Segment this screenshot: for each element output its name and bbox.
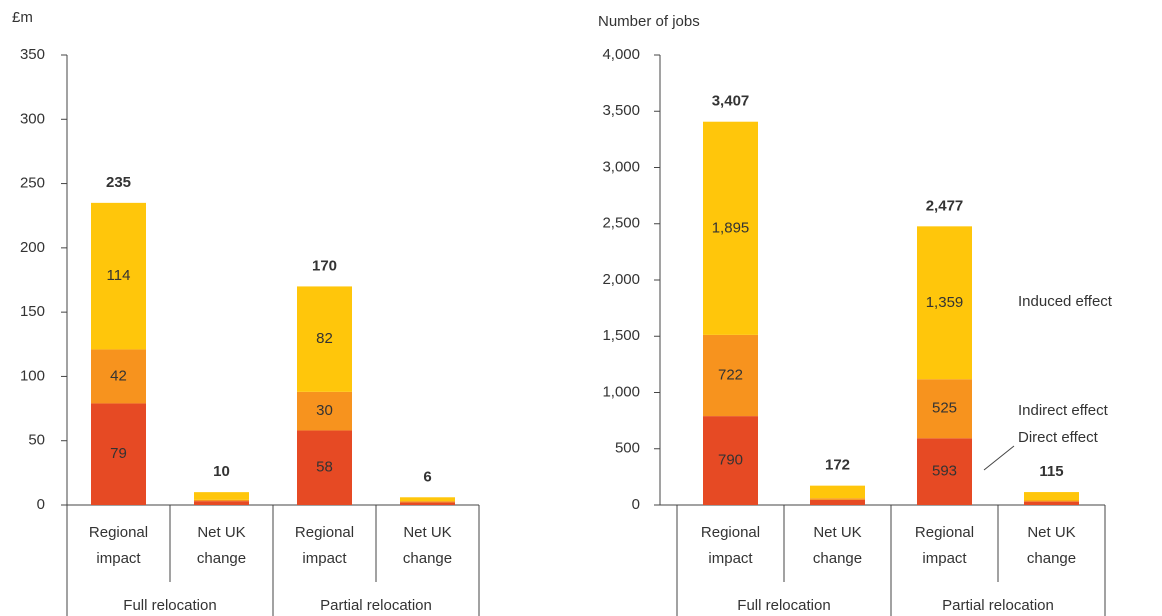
y-axis-label: Number of jobs	[598, 13, 700, 30]
leader-line	[983, 445, 1015, 471]
x-tick-label: Regional impact	[700, 524, 761, 567]
x-tick-label: Regional impact	[294, 524, 355, 567]
total-label: 10	[213, 463, 230, 480]
value-label: 30	[316, 402, 333, 419]
x-tick-label: Net UK change	[196, 524, 247, 567]
y-tick-label: 0	[632, 496, 640, 513]
value-label: 790	[718, 452, 743, 469]
x-tick-label: Regional impact	[88, 524, 149, 567]
value-label: 82	[316, 330, 333, 347]
y-tick-label: 100	[20, 367, 45, 384]
value-label: 58	[316, 459, 333, 476]
bar-segment	[703, 416, 758, 505]
bar-segment	[703, 334, 758, 417]
value-label: 525	[932, 400, 957, 417]
legend-label: Direct effect	[1018, 429, 1099, 446]
bar-segment	[917, 226, 972, 380]
value-label: 79	[110, 445, 127, 462]
value-label: 722	[718, 366, 743, 383]
value-label: 1,895	[712, 219, 750, 236]
x-tick-label: Net UK change	[812, 524, 863, 567]
value-label: 114	[107, 267, 131, 284]
legend-label: Induced effect	[1018, 293, 1113, 310]
value-label: 42	[110, 367, 127, 384]
y-tick-label: 150	[20, 303, 45, 320]
total-label: 3,407	[712, 93, 750, 110]
group-label: Full relocation	[123, 597, 217, 614]
bar-segment	[400, 502, 455, 505]
total-label: 2,477	[926, 197, 964, 214]
bar-segment	[1024, 501, 1079, 505]
group-label: Partial relocation	[320, 597, 432, 614]
y-tick-label: 300	[20, 110, 45, 127]
bar-segment	[917, 379, 972, 439]
bar-segment	[91, 349, 146, 404]
value-label: 1,359	[926, 294, 964, 311]
bar-segment	[703, 121, 758, 335]
x-tick-label: Net UK change	[1026, 524, 1077, 567]
y-tick-label: 4,000	[602, 46, 640, 63]
y-tick-label: 50	[28, 432, 45, 449]
y-tick-label: 3,500	[602, 102, 640, 119]
bar-segment	[297, 430, 352, 505]
bar-segment	[810, 498, 865, 500]
value-label: 593	[932, 463, 957, 480]
y-tick-label: 2,500	[602, 215, 640, 232]
bar-segment	[1024, 492, 1079, 501]
bar-segment	[810, 499, 865, 505]
bar-segment	[297, 391, 352, 431]
bar-segment	[194, 492, 249, 500]
y-tick-label: 250	[20, 175, 45, 192]
y-tick-label: 500	[615, 440, 640, 457]
group-label: Partial relocation	[942, 597, 1054, 614]
y-tick-label: 1,000	[602, 383, 640, 400]
total-label: 6	[423, 468, 431, 485]
y-tick-label: 1,500	[602, 327, 640, 344]
y-tick-label: 0	[37, 496, 45, 513]
bar-segment	[91, 403, 146, 505]
total-label: 170	[312, 257, 337, 274]
bar-segment	[400, 497, 455, 502]
bar-segment	[1024, 500, 1079, 502]
x-tick-label: Regional impact	[914, 524, 975, 567]
bar-segment	[810, 485, 865, 499]
y-tick-label: 2,000	[602, 271, 640, 288]
y-tick-label: 200	[20, 239, 45, 256]
y-tick-label: 3,000	[602, 158, 640, 175]
x-tick-label: Net UK change	[402, 524, 453, 567]
total-label: 115	[1039, 463, 1063, 480]
bar-segment	[91, 202, 146, 350]
total-label: 172	[825, 457, 850, 474]
bar-segment	[917, 438, 972, 505]
y-tick-label: 350	[20, 46, 45, 63]
total-label: 235	[106, 174, 131, 191]
bar-segment	[194, 501, 249, 505]
legend-label: Indirect effect	[1018, 402, 1109, 419]
bar-segment	[400, 501, 455, 503]
bar-segment	[297, 286, 352, 392]
group-label: Full relocation	[737, 597, 831, 614]
y-axis-label: £m	[12, 9, 33, 26]
bar-segment	[194, 499, 249, 502]
